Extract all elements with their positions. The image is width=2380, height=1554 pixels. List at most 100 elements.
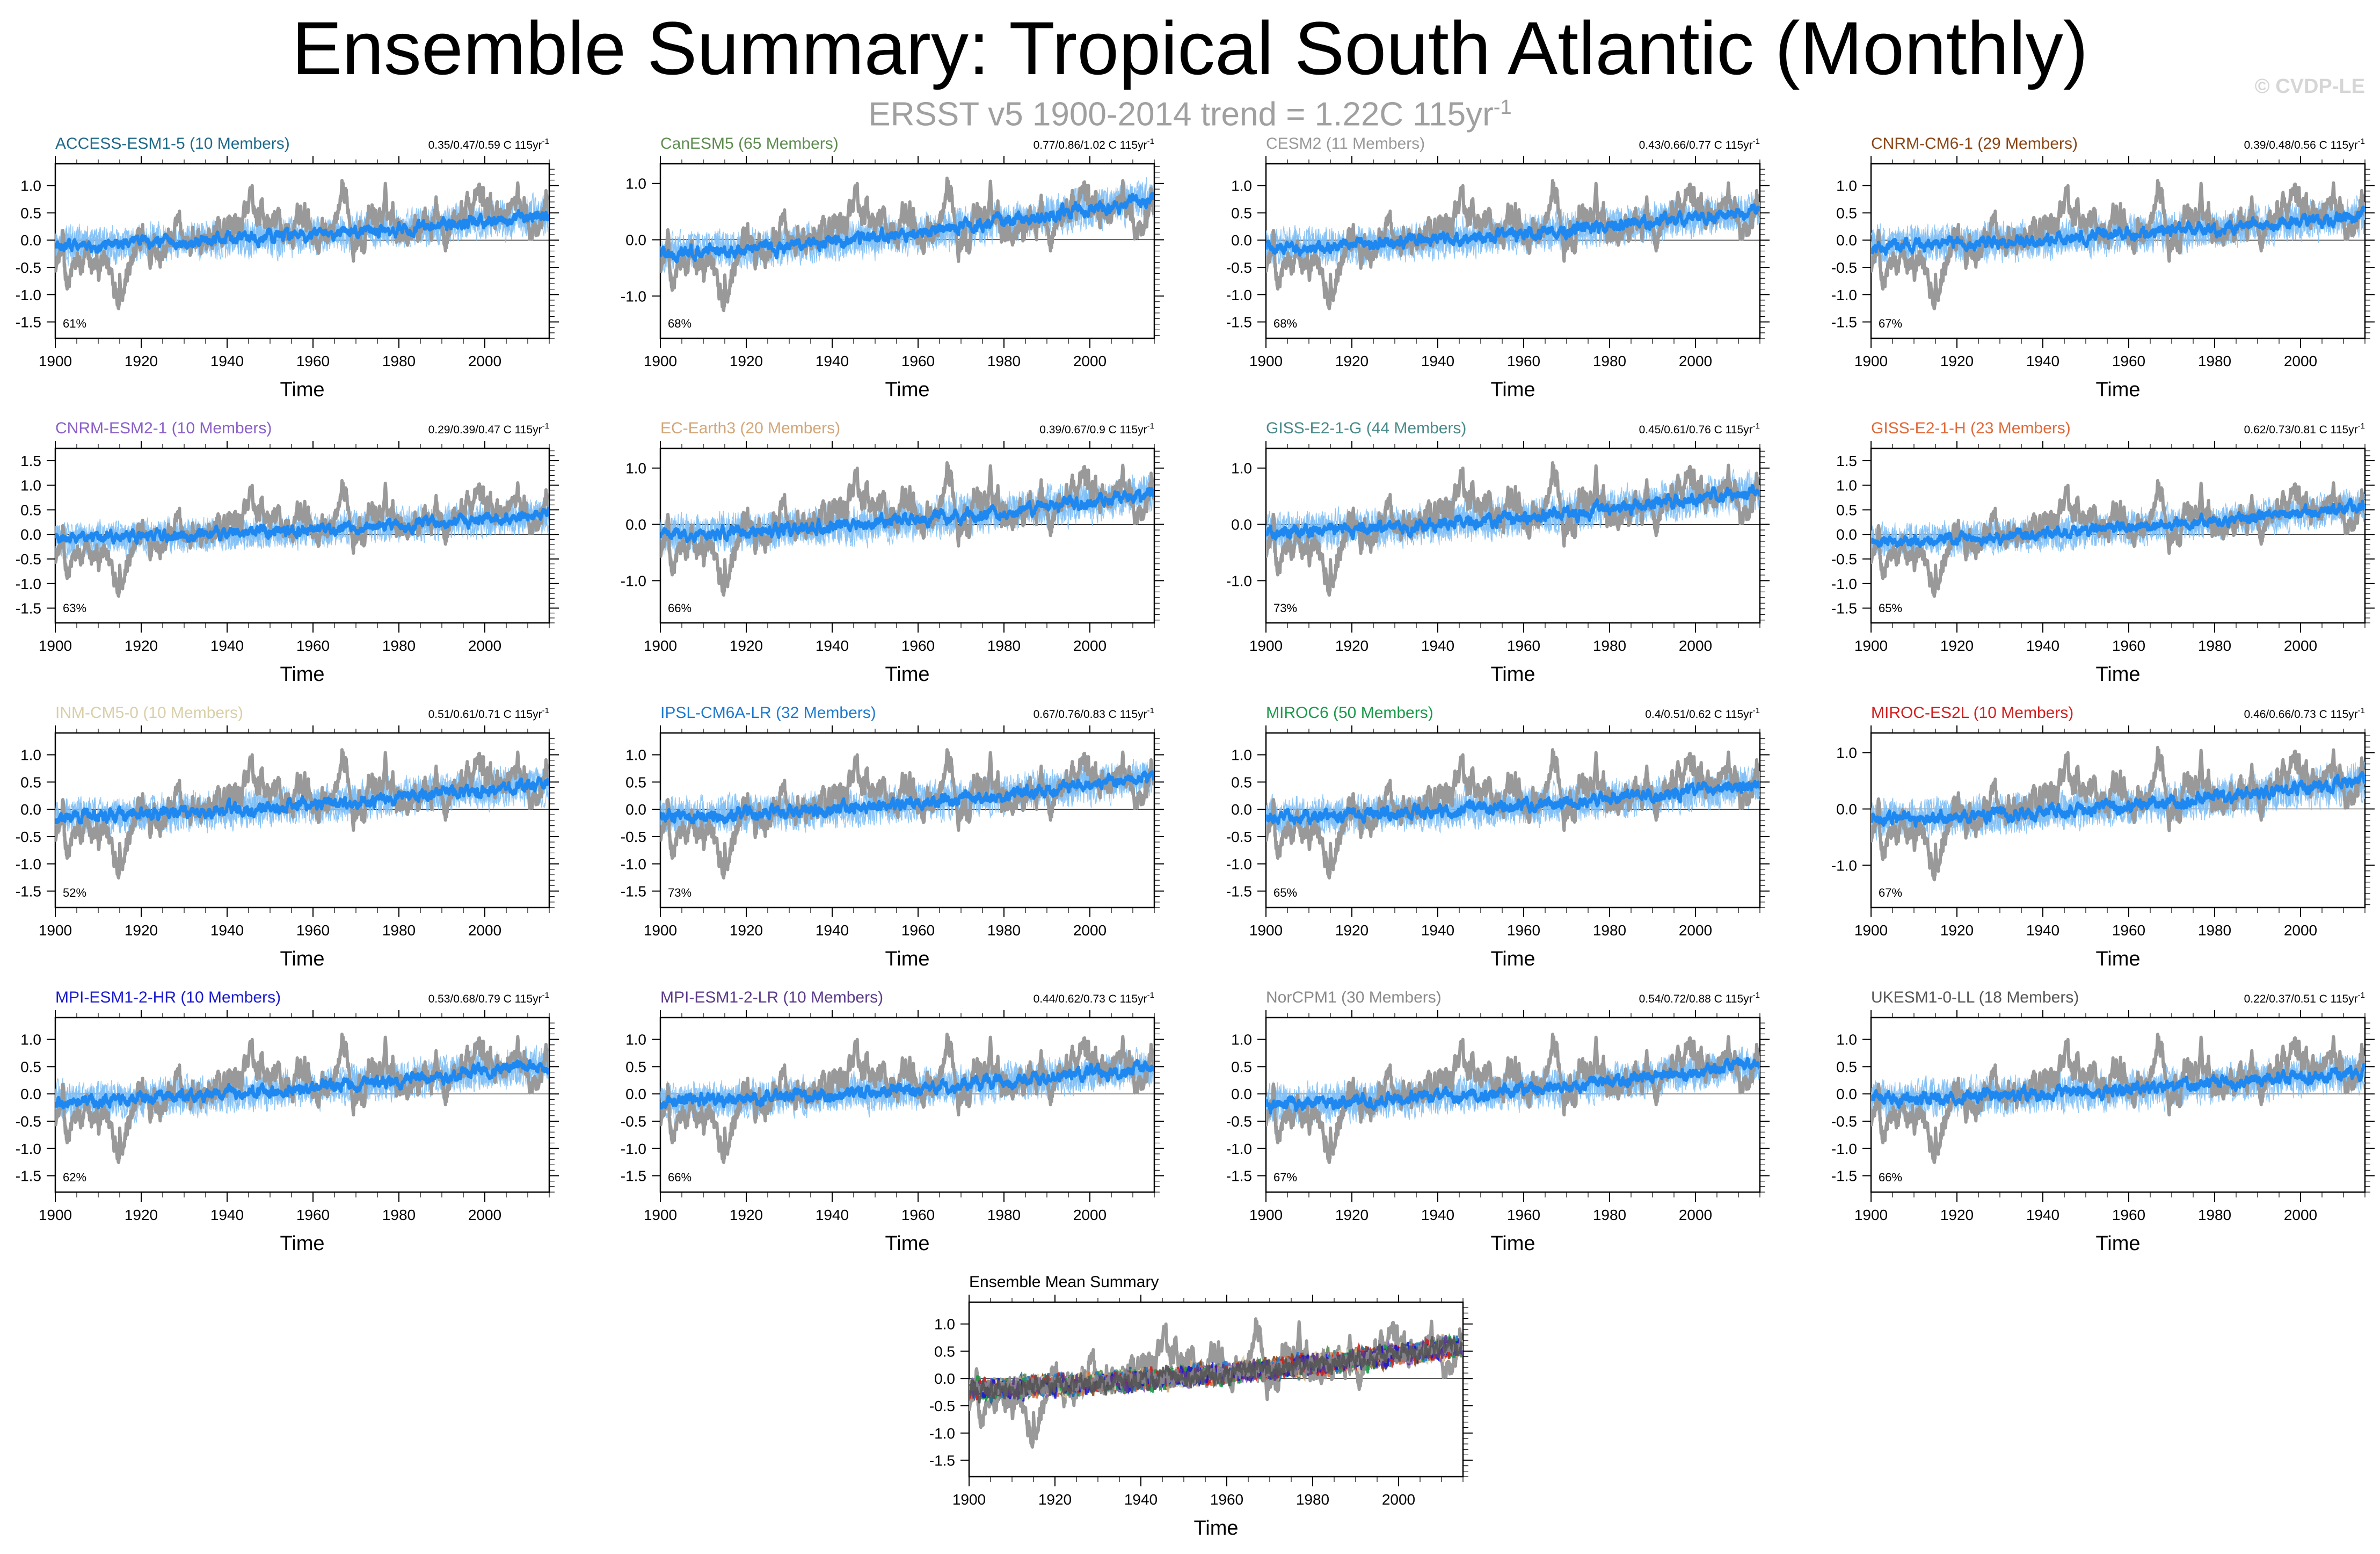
x-tick-label: 2000 [2284, 353, 2317, 369]
x-tick-label: 1940 [210, 1207, 244, 1223]
x-tick-label: 2000 [468, 637, 501, 654]
plot-area [55, 479, 549, 598]
y-tick-label: -1.0 [1831, 1141, 1857, 1157]
observed-line [1266, 748, 1760, 880]
y-tick-label: -1.5 [16, 883, 41, 900]
x-tick-label: 1920 [1940, 922, 1974, 939]
x-tick-label: 1940 [816, 1207, 849, 1223]
y-tick-label: 0.0 [1231, 232, 1252, 249]
plot-area [1871, 179, 2365, 310]
ensemble-mean-line [55, 776, 549, 825]
y-tick-label: -1.0 [621, 572, 646, 589]
panel-title: EC-Earth3 (20 Members) [660, 419, 840, 437]
panel-title: CESM2 (11 Members) [1266, 135, 1425, 153]
panel-stats: 0.54/0.72/0.88 C 115yr-1 [1639, 991, 1760, 1005]
y-tick-label: 1.0 [1231, 460, 1252, 477]
y-tick-label: -0.5 [1831, 1113, 1857, 1130]
y-tick-label: 0.5 [1231, 774, 1252, 790]
x-axis-label: Time [885, 1232, 929, 1255]
observed-line [660, 461, 1154, 597]
percent-label: 52% [63, 886, 86, 899]
plot-area [660, 176, 1154, 313]
y-tick-label: 0.5 [1836, 1058, 1857, 1075]
x-tick-label: 2000 [1679, 353, 1712, 369]
y-tick-label: -0.5 [621, 1113, 646, 1130]
x-axis-label: Time [1490, 663, 1535, 686]
plot-area [1266, 1033, 1760, 1164]
chart-panel: 1.0 0.5 0.0 -0.5 -1.0 -1.5 1900 1920 1940 1960 198… [621, 989, 1164, 1255]
panel-title: MPI-ESM1-2-LR (10 Members) [660, 989, 883, 1006]
x-axis-label: Time [1490, 948, 1535, 970]
plot-area [1266, 461, 1760, 597]
chart-panel: 1.0 0.5 0.0 -0.5 -1.0 -1.5 1900 1920 1940 1960 198… [1226, 135, 1770, 401]
panel-stats: 0.45/0.61/0.76 C 115yr-1 [1639, 422, 1760, 436]
y-tick-label: 1.0 [1836, 178, 1857, 194]
x-axis-label: Time [885, 663, 929, 686]
x-tick-label: 1980 [987, 922, 1021, 939]
x-tick-label: 1940 [2026, 1207, 2059, 1223]
y-tick-label: 0.5 [20, 1058, 41, 1075]
x-axis-label: Time [2095, 379, 2140, 401]
percent-label: 66% [668, 1171, 692, 1184]
y-tick-label: 0.0 [625, 232, 646, 249]
y-tick-label: -1.5 [16, 1168, 41, 1185]
copyright-label: © CVDP-LE [2254, 75, 2365, 98]
y-tick-label: -1.0 [1831, 287, 1857, 303]
chart-panel: 1.0 0.5 0.0 -0.5 -1.0 -1.5 1900 1920 1940 1960 198… [16, 989, 559, 1255]
percent-label: 67% [1879, 317, 1902, 330]
y-tick-label: 0.0 [625, 801, 646, 818]
y-tick-label: 0.0 [1836, 232, 1857, 249]
x-tick-label: 1900 [39, 637, 72, 654]
x-tick-label: 1960 [2112, 637, 2145, 654]
x-tick-label: 1920 [1335, 1207, 1369, 1223]
percent-label: 61% [63, 317, 86, 330]
chart-panel: 1.5 1.0 0.5 0.0 -0.5 -1.0 -1.5 1900 1920 1940 1960… [1831, 419, 2375, 686]
observed-line [1871, 179, 2365, 310]
x-tick-label: 1900 [644, 353, 677, 369]
x-tick-label: 1940 [816, 922, 849, 939]
y-tick-label: 1.5 [20, 453, 41, 469]
ensemble-mean-line [1266, 1057, 1760, 1115]
ensemble-mean-line [1871, 497, 2365, 548]
x-tick-label: 1900 [1249, 922, 1283, 939]
panel-stats: 0.35/0.47/0.59 C 115yr-1 [428, 137, 549, 151]
chart-panel: 1.0 0.5 0.0 -0.5 -1.0 -1.5 1900 1920 1940 1960 198… [1226, 989, 1770, 1255]
y-tick-label: 1.0 [625, 1032, 646, 1048]
observed-line [55, 179, 549, 310]
x-tick-label: 1960 [1507, 353, 1540, 369]
x-tick-label: 2000 [2284, 1207, 2317, 1223]
y-tick-label: 1.0 [20, 477, 41, 494]
ensemble-member-line [1266, 191, 1760, 266]
y-tick-label: -0.5 [1226, 259, 1252, 276]
percent-label: 63% [63, 601, 86, 615]
percent-label: 66% [1879, 1171, 1902, 1184]
x-tick-label: 1960 [296, 353, 330, 369]
panel-stats: 0.53/0.68/0.79 C 115yr-1 [428, 991, 549, 1005]
observed-line [1871, 479, 2365, 598]
panel-stats: 0.77/0.86/1.02 C 115yr-1 [1033, 137, 1154, 151]
x-axis-label: Time [885, 379, 929, 401]
y-tick-label: -1.0 [1226, 572, 1252, 589]
panel-stats: 0.4/0.51/0.62 C 115yr-1 [1645, 706, 1760, 721]
y-tick-label: 0.0 [20, 801, 41, 818]
x-tick-label: 1940 [816, 637, 849, 654]
panel-stats: 0.29/0.39/0.47 C 115yr-1 [428, 422, 549, 436]
chart-panel: 1.0 0.5 0.0 -0.5 -1.0 -1.5 1900 1920 1940 1960 198… [929, 1273, 1473, 1540]
plot-area [660, 461, 1154, 597]
y-tick-label: -1.5 [929, 1453, 955, 1469]
panel-title: GISS-E2-1-G (44 Members) [1266, 419, 1466, 437]
x-tick-label: 2000 [468, 353, 501, 369]
plot-area [55, 748, 549, 880]
x-tick-label: 2000 [1073, 922, 1107, 939]
plot-area [1266, 748, 1760, 880]
x-tick-label: 1960 [1507, 1207, 1540, 1223]
x-tick-label: 1960 [901, 637, 935, 654]
chart-panel: 1.5 1.0 0.5 0.0 -0.5 -1.0 -1.5 1900 1920 1940 1960… [16, 419, 559, 686]
x-tick-label: 1980 [382, 637, 416, 654]
y-tick-label: 1.5 [1836, 453, 1857, 469]
x-tick-label: 1900 [1249, 1207, 1283, 1223]
x-tick-label: 2000 [1679, 922, 1712, 939]
observed-line [1871, 745, 2365, 882]
y-tick-label: -1.5 [1226, 883, 1252, 900]
x-tick-label: 1940 [210, 637, 244, 654]
